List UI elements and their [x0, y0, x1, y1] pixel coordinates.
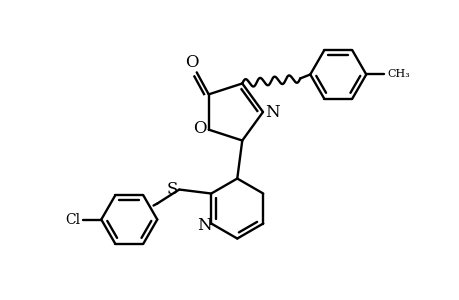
Text: S: S	[166, 181, 178, 198]
Text: N: N	[264, 103, 279, 121]
Text: O: O	[193, 120, 206, 137]
Text: O: O	[185, 54, 198, 71]
Text: CH₃: CH₃	[386, 70, 409, 80]
Text: N: N	[196, 217, 211, 234]
Text: Cl: Cl	[66, 212, 81, 226]
